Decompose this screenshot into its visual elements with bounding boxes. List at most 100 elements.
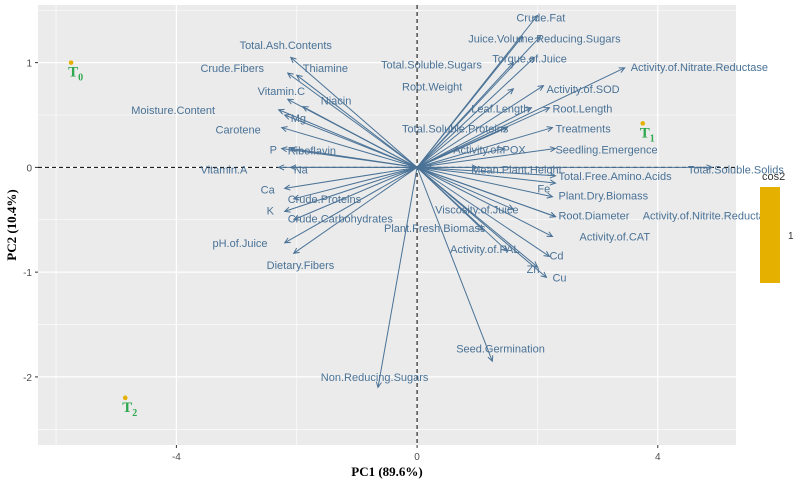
arrow-Cd (416, 166, 550, 257)
variable-label: Viscosity.of.Juice (435, 204, 518, 216)
variable-label: Vitamin.C (258, 86, 306, 98)
arrowhead-Dietary.Fibers (292, 247, 300, 254)
variable-label: Activity.of.PAL (450, 244, 519, 256)
arrowhead-Vitamin.A (277, 164, 285, 171)
variable-label: Treatments (555, 124, 611, 136)
variable-label: Torque.of.Juice (492, 53, 567, 65)
variable-label: Non.Reducing.Sugars (321, 372, 429, 384)
arrow-Root.Weight (416, 88, 514, 168)
arrow-Leaf.Length (416, 107, 532, 168)
arrowhead-Crude.Proteins (292, 194, 300, 201)
arrowhead-Crude.Fibers (286, 72, 294, 79)
legend-tick-label: 1 (788, 231, 794, 242)
arrowhead-Thiamine (295, 74, 303, 81)
arrowhead-Root.Length (543, 107, 551, 113)
arrowhead-Leaf.Length (525, 107, 533, 113)
variable-label: Activity.of.CAT (580, 232, 651, 244)
y-axis-ticks: 1 0 -1 -2 (23, 59, 38, 384)
variable-label: Activity.of.SOD (546, 84, 619, 96)
arrowhead-Carotene (280, 126, 288, 132)
arrowhead-Crude.Carbohydrates (292, 214, 300, 221)
arrowhead-Activity.of.POX (498, 146, 506, 153)
variable-label: Root.Diameter (558, 211, 629, 223)
variable-label: Total.Ash.Contents (240, 40, 333, 52)
y-tick-label: 1 (26, 59, 32, 70)
arrowhead-Root.Weight (507, 88, 515, 95)
arrow-Activity.of.POX (416, 148, 505, 168)
variable-label: Total.Soluble.Sugars (381, 60, 482, 72)
arrow-Total.Soluble.Sugars (416, 62, 514, 168)
individual-label-subscript: 2 (132, 408, 137, 419)
arrowhead-Activity.of.PAL (501, 245, 509, 252)
individual-point (68, 60, 74, 65)
arrow-Fe (417, 166, 556, 184)
x-tick-label: -4 (172, 452, 181, 463)
legend-colorbar (760, 187, 780, 283)
variable-label: Seed.Germination (456, 344, 545, 356)
panel-background (38, 5, 736, 445)
variable-label: Total.Free.Amino.Acids (558, 171, 672, 183)
x-tick-label: 0 (414, 452, 420, 463)
arrow-Activity.of.PAL (416, 167, 508, 252)
individual-label-subscript: 0 (78, 73, 83, 84)
variable-label: Root.Length (552, 104, 612, 116)
arrowhead-Seedling.Emergence (549, 146, 557, 153)
arrowhead-Activity.of.Nitrate.Reductase (618, 67, 626, 73)
variable-label: Ca (261, 184, 276, 196)
variable-label: Fe (537, 183, 550, 195)
arrowhead-Non.Reducing.Sugars (375, 381, 382, 389)
arrowhead-Cu (540, 271, 548, 279)
arrowhead-Crude.Fat (531, 14, 539, 22)
arrowhead-Plant.Fresh.Biomass (477, 224, 485, 232)
arrowhead-Treatments (546, 126, 554, 132)
arrowhead-Plant.Dry.Biomass (546, 192, 554, 199)
arrow-Riboflavin (290, 148, 418, 168)
arrowhead-P (280, 146, 288, 153)
arrowhead-Cd (543, 250, 551, 258)
variable-label: Plant.Fresh.Biomass (384, 223, 486, 235)
arrowhead-Moisture.Content (277, 108, 285, 115)
arrowhead-Riboflavin (289, 146, 297, 153)
arrowhead-Activity.of.SOD (537, 85, 545, 92)
arrow-Crude.Proteins (293, 166, 418, 200)
variable-label: Activity.of.Nitrate.Reductase (631, 62, 768, 74)
x-tick-label: 4 (655, 452, 661, 463)
variable-label: Cd (549, 250, 563, 262)
variable-arrows (277, 14, 714, 389)
arrowhead-Torque.of.Juice (528, 56, 536, 64)
variable-label: Cu (552, 272, 566, 284)
variable-label: Na (294, 164, 309, 176)
arrow-Activity.of.SOD (416, 85, 544, 168)
x-axis-title: PC1 (89.6%) (351, 464, 423, 479)
arrowhead-Mg (283, 114, 291, 120)
variable-label: Total.Soluble.Solids (688, 164, 785, 176)
arrowhead-Reducing.Sugars (534, 35, 542, 43)
arrow-Crude.Carbohydrates (293, 166, 418, 221)
x-axis-ticks: -4 0 4 (172, 445, 661, 463)
variable-label: Dietary.Fibers (267, 260, 335, 272)
variable-label: Mg (291, 113, 306, 125)
variable-label: Leaf.Length (471, 104, 529, 116)
y-tick-label: -2 (23, 373, 32, 384)
arrow-Thiamine (296, 74, 418, 168)
arrowhead-Niacin (301, 106, 309, 112)
arrowhead-Activity.of.Nitrite.Reductase (549, 211, 557, 218)
variable-label: P (270, 145, 277, 157)
arrowhead-Viscosity.of.Juice (507, 204, 515, 211)
arrow-Treatments (416, 127, 553, 168)
arrow-Cu (416, 167, 547, 278)
variable-label: Thiamine (303, 63, 348, 75)
arrowhead-Seed.Germination (487, 355, 494, 363)
arrow-Total.Soluble.Proteins (416, 127, 508, 168)
plot-panel: Crude.Fat Juice.Volume Reducing.Sugars Tota… (38, 5, 784, 445)
arrowhead-Total.Free.Amino.Acids (549, 172, 557, 179)
arrow-Dietary.Fibers (293, 166, 418, 254)
arrow-Plant.Dry.Biomass (416, 166, 553, 198)
individual-label-subscript: 1 (650, 133, 655, 144)
variable-label: Niacin (321, 95, 352, 107)
arrowhead-Activity.of.CAT (546, 231, 554, 238)
arrow-Non.Reducing.Sugars (377, 167, 418, 388)
arrow-Total.Free.Amino.Acids (417, 166, 556, 177)
